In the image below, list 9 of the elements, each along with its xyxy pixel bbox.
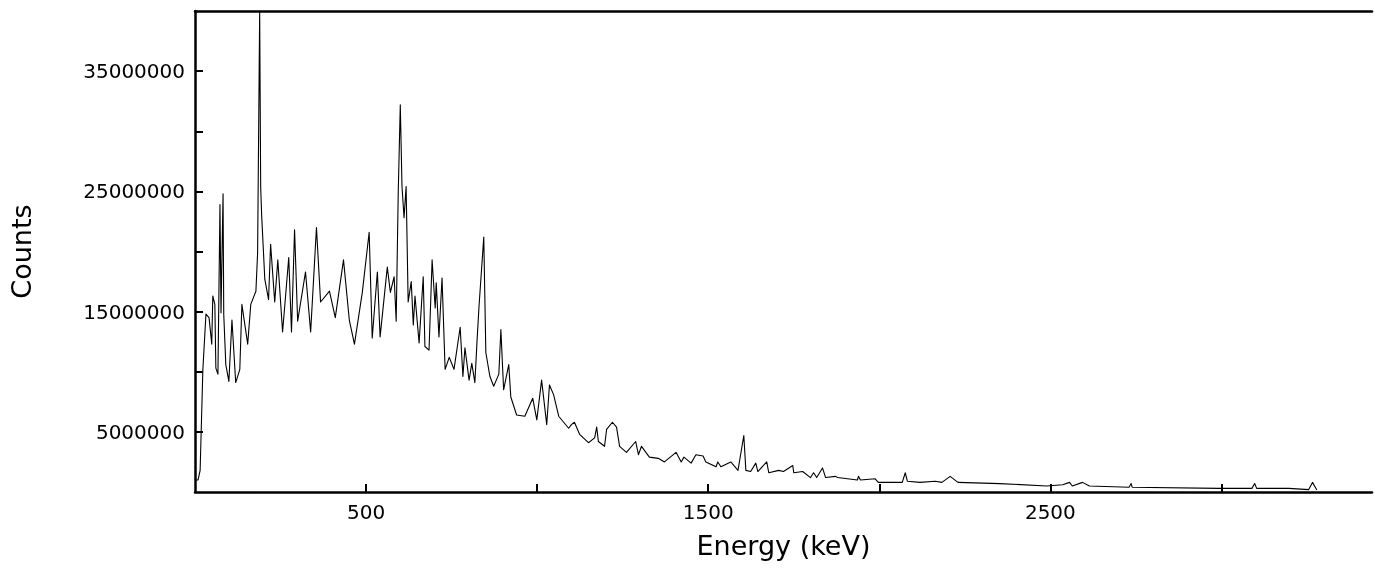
x-axis-title: Energy (keV) [696, 530, 871, 561]
x-tick-label: 1500 [682, 500, 734, 524]
y-axis-title: Counts [6, 204, 37, 299]
y-tick-label: 15000000 [83, 299, 185, 324]
y-tick-label: 25000000 [83, 179, 185, 204]
x-tick-label: 2500 [1024, 500, 1076, 524]
y-tick-label: 35000000 [83, 59, 185, 84]
y-tick-label: 5000000 [95, 419, 185, 444]
x-tick-label: 500 [346, 500, 386, 524]
